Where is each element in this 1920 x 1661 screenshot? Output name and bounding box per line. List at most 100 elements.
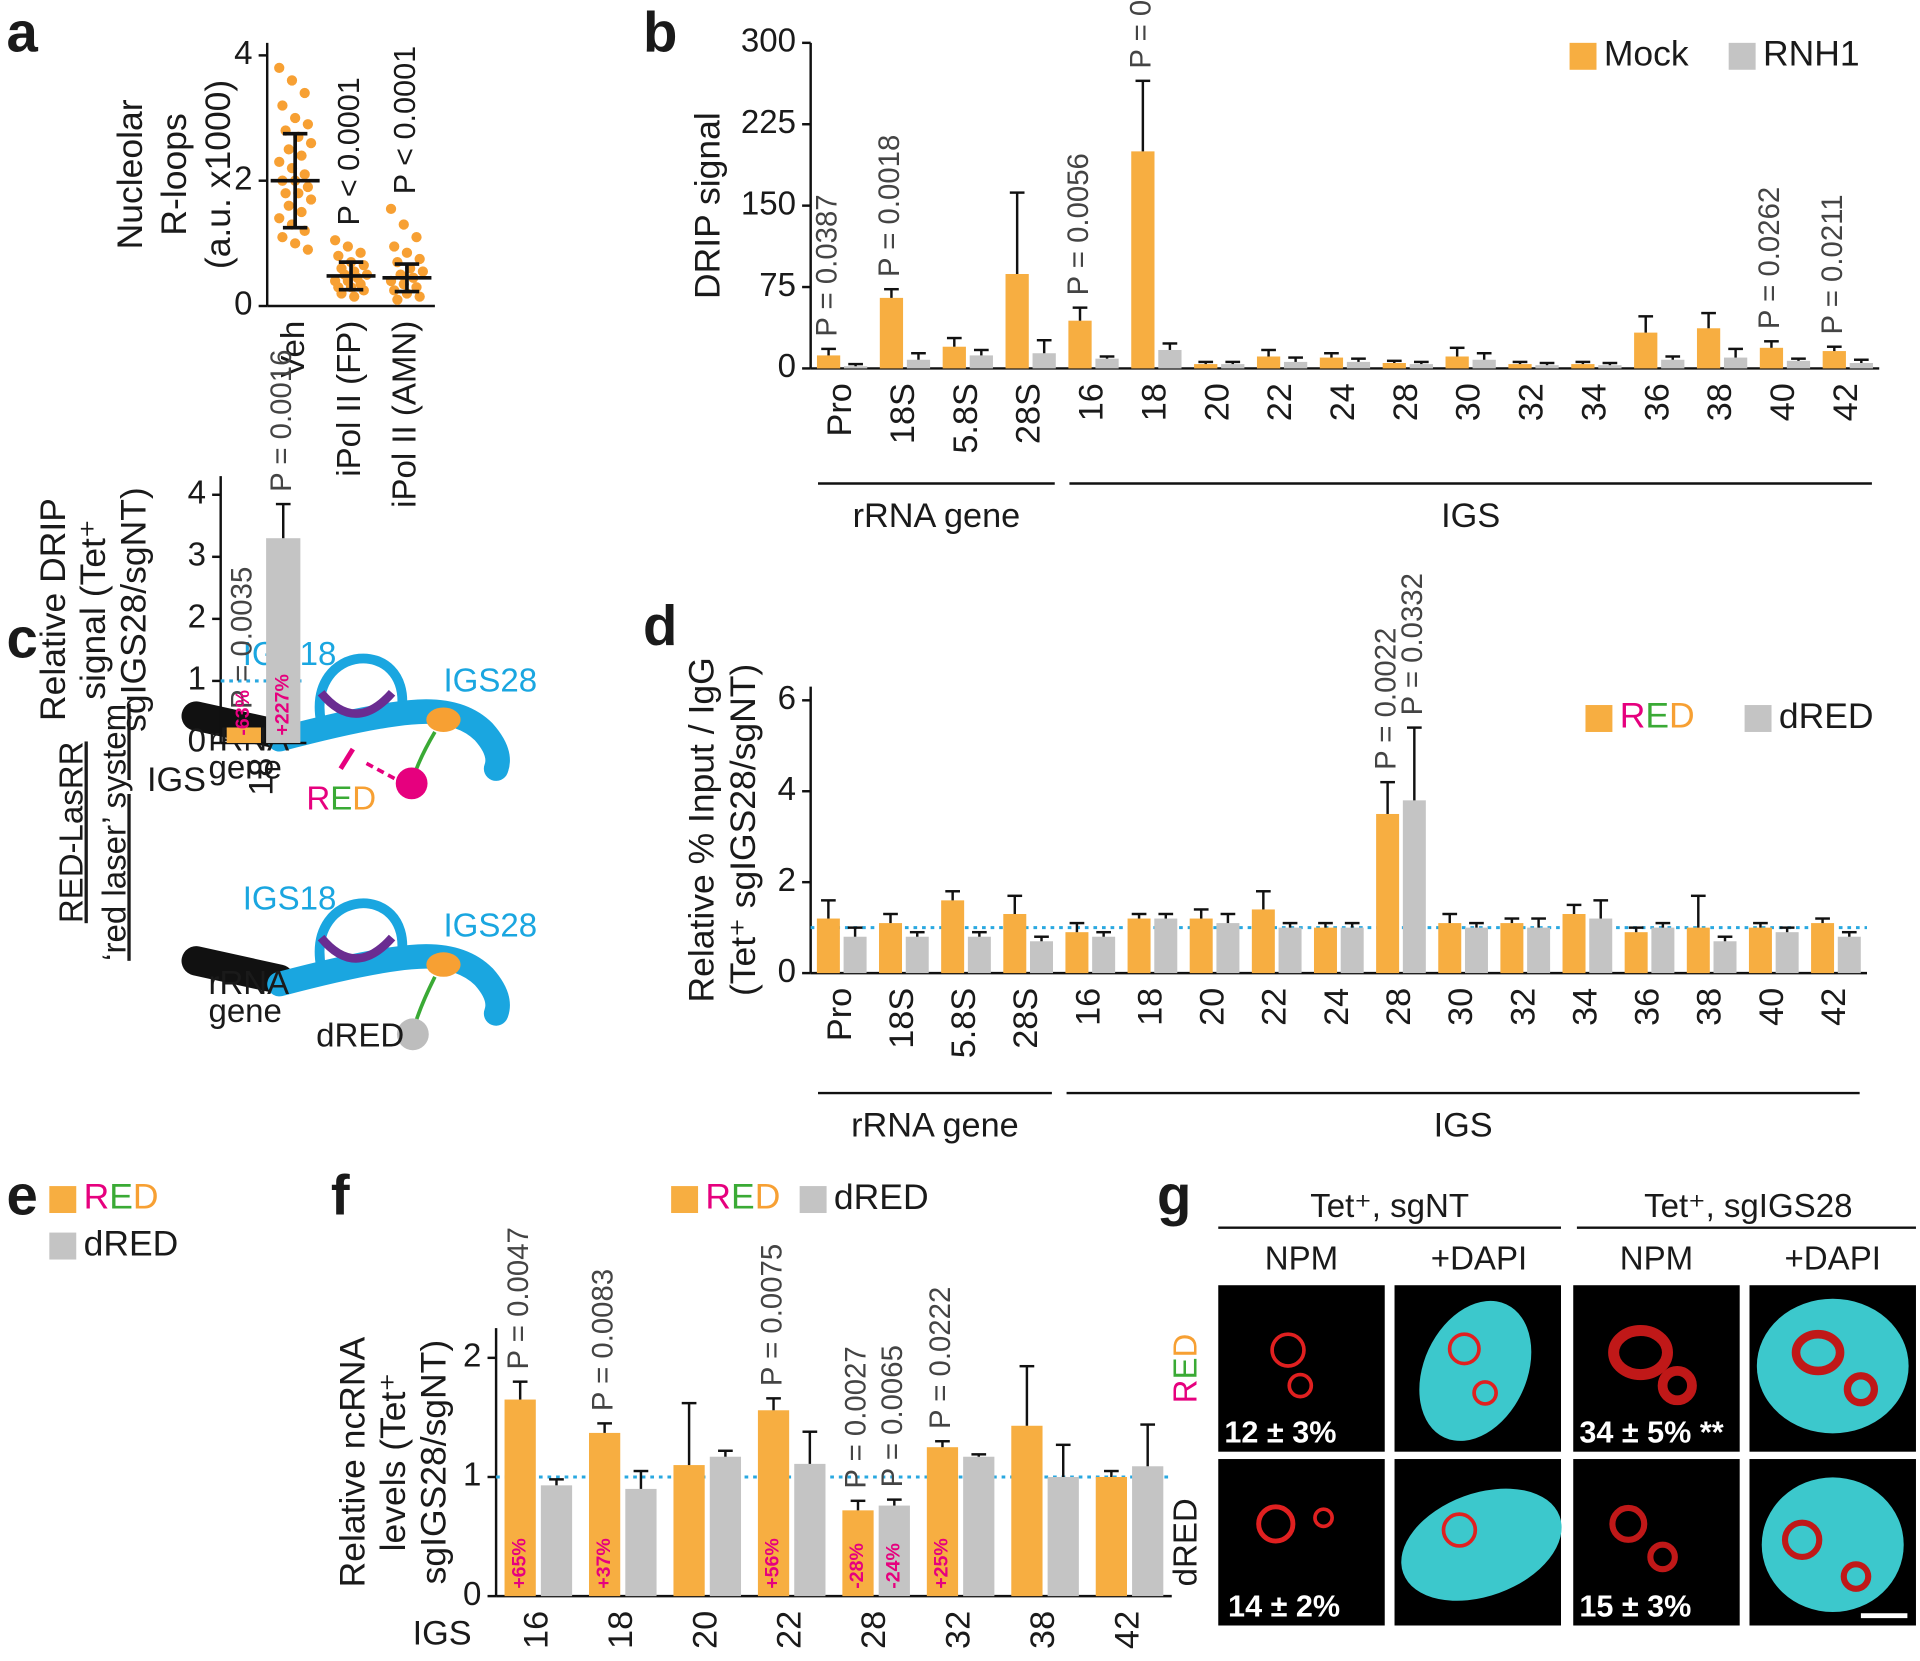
bar: [1032, 353, 1056, 369]
percent-change: +25%: [931, 1538, 953, 1589]
bar: [1822, 351, 1846, 369]
x-axis-label: IGS: [147, 761, 206, 799]
bar: [842, 1510, 874, 1597]
stain-label: +DAPI: [1431, 1240, 1527, 1277]
panel-letter: c: [6, 606, 37, 669]
percent-change: -28%: [846, 1543, 868, 1589]
y-tick-label: 1: [463, 1457, 481, 1494]
legend-swatch: [1728, 42, 1756, 70]
y-tick-label: 6: [778, 680, 796, 717]
bar: [1194, 364, 1218, 369]
bar: [1382, 363, 1406, 369]
bar: [1759, 347, 1784, 369]
bar: [504, 1399, 536, 1597]
y-axis-label: sgIGS28/sgNT): [413, 1340, 453, 1585]
p-value: P = 0.0047: [502, 1227, 535, 1369]
quantification: 14 ± 2%: [1228, 1589, 1340, 1623]
x-tick-label: 42: [1109, 1611, 1147, 1649]
dot: [299, 169, 310, 180]
group-label: IGS: [1434, 1106, 1493, 1144]
bar: [1158, 349, 1182, 369]
p-value: P = 0.0100: [1125, 0, 1158, 69]
bar: [1598, 365, 1622, 369]
y-tick-label: 75: [759, 267, 796, 304]
percent-change: +56%: [762, 1538, 784, 1589]
x-tick-label: 34: [1575, 383, 1613, 421]
bar: [1221, 364, 1245, 369]
bar: [709, 1456, 742, 1597]
bar: [1003, 913, 1027, 974]
bar: [843, 936, 867, 974]
x-tick-label: 16: [517, 1611, 555, 1649]
dot: [414, 253, 425, 265]
p-value: P = 0.0083: [586, 1269, 619, 1411]
group-label: rRNA gene: [851, 1106, 1019, 1144]
micrographs-g: g Tet⁺, sgNT Tet⁺, sgIGS28 NPM +DAPI NPM…: [1157, 1163, 1916, 1626]
dot: [392, 294, 403, 305]
x-tick-label: 18S: [883, 988, 921, 1049]
p-value: P = 0.0211: [1816, 194, 1849, 334]
x-tick-label: 40: [1764, 383, 1802, 421]
y-axis-label: Relative ncRNA: [333, 1337, 373, 1588]
condition-label: Tet⁺, sgIGS28: [1644, 1188, 1852, 1225]
quantification: 34 ± 5% **: [1579, 1416, 1723, 1450]
x-tick-label: 18: [243, 758, 281, 796]
legend-swatch: [1744, 705, 1772, 732]
bar: [1527, 927, 1551, 974]
system-title: RED-LasRR: [54, 741, 91, 923]
dot: [274, 62, 285, 74]
y-tick-label: 225: [741, 104, 796, 141]
y-axis-label: Relative DRIP: [33, 498, 73, 721]
bar: [816, 355, 841, 369]
bar: [1216, 923, 1240, 974]
x-tick-label: 32: [1513, 383, 1551, 421]
x-tick-label: 22: [771, 1611, 809, 1649]
x-tick-label: 24: [1324, 383, 1362, 421]
bar: [1319, 357, 1344, 369]
x-tick-label: 22: [1256, 988, 1294, 1026]
p-value: P = 0.0016: [265, 350, 298, 492]
legend-swatch: [49, 1186, 77, 1214]
y-tick-label: 4: [234, 35, 252, 72]
x-tick-label: 18: [1135, 383, 1173, 421]
bar: [1696, 328, 1721, 369]
dot: [274, 156, 285, 168]
y-tick-label: 0: [234, 286, 252, 323]
panel-letter: f: [331, 1163, 350, 1226]
legend-label: RED: [705, 1177, 780, 1217]
dot: [290, 112, 301, 124]
x-tick-label: 24: [1318, 988, 1356, 1026]
p-value: P = 0.0332: [1396, 573, 1429, 715]
bar: [1786, 360, 1811, 369]
bar: [969, 355, 993, 369]
bar: [1092, 936, 1116, 974]
y-tick-label: 150: [741, 185, 796, 222]
x-tick-label: 36: [1629, 988, 1667, 1026]
bar: [1283, 361, 1308, 369]
label-effector: dRED: [316, 1018, 404, 1055]
bar: [794, 1463, 826, 1597]
bar: [1065, 932, 1089, 974]
dot: [401, 247, 413, 258]
bar: [1571, 364, 1595, 369]
label-gene: rRNA: [208, 965, 289, 1002]
condition-label: Tet⁺, sgNT: [1310, 1188, 1469, 1225]
legend-label: dRED: [1779, 696, 1874, 736]
bar: [1500, 923, 1524, 974]
p-value: P < 0.0001: [388, 46, 422, 194]
p-value: P = 0.0387: [810, 194, 843, 336]
bar: [1132, 1466, 1164, 1597]
chart-a: a 0 2 4 Nucleolar R-loops (a.u. x1000) Veh iPol …: [6, 1, 435, 508]
stain-label: NPM: [1265, 1240, 1338, 1277]
stain-label: +DAPI: [1785, 1240, 1881, 1277]
construct-bottom: IGS18 IGS28 rRNA gene dRED: [181, 881, 537, 1055]
legend-label: Mock: [1604, 34, 1689, 74]
bar: [1068, 320, 1092, 369]
x-tick-label: 38: [1691, 988, 1729, 1026]
x-tick-label: 32: [940, 1611, 978, 1649]
y-axis-label: sgIGS28/sgNT): [114, 487, 154, 732]
y-axis-label: signal (Tet⁺: [73, 519, 113, 699]
bar: [1562, 913, 1586, 974]
p-value: P = 0.0262: [1753, 187, 1786, 329]
